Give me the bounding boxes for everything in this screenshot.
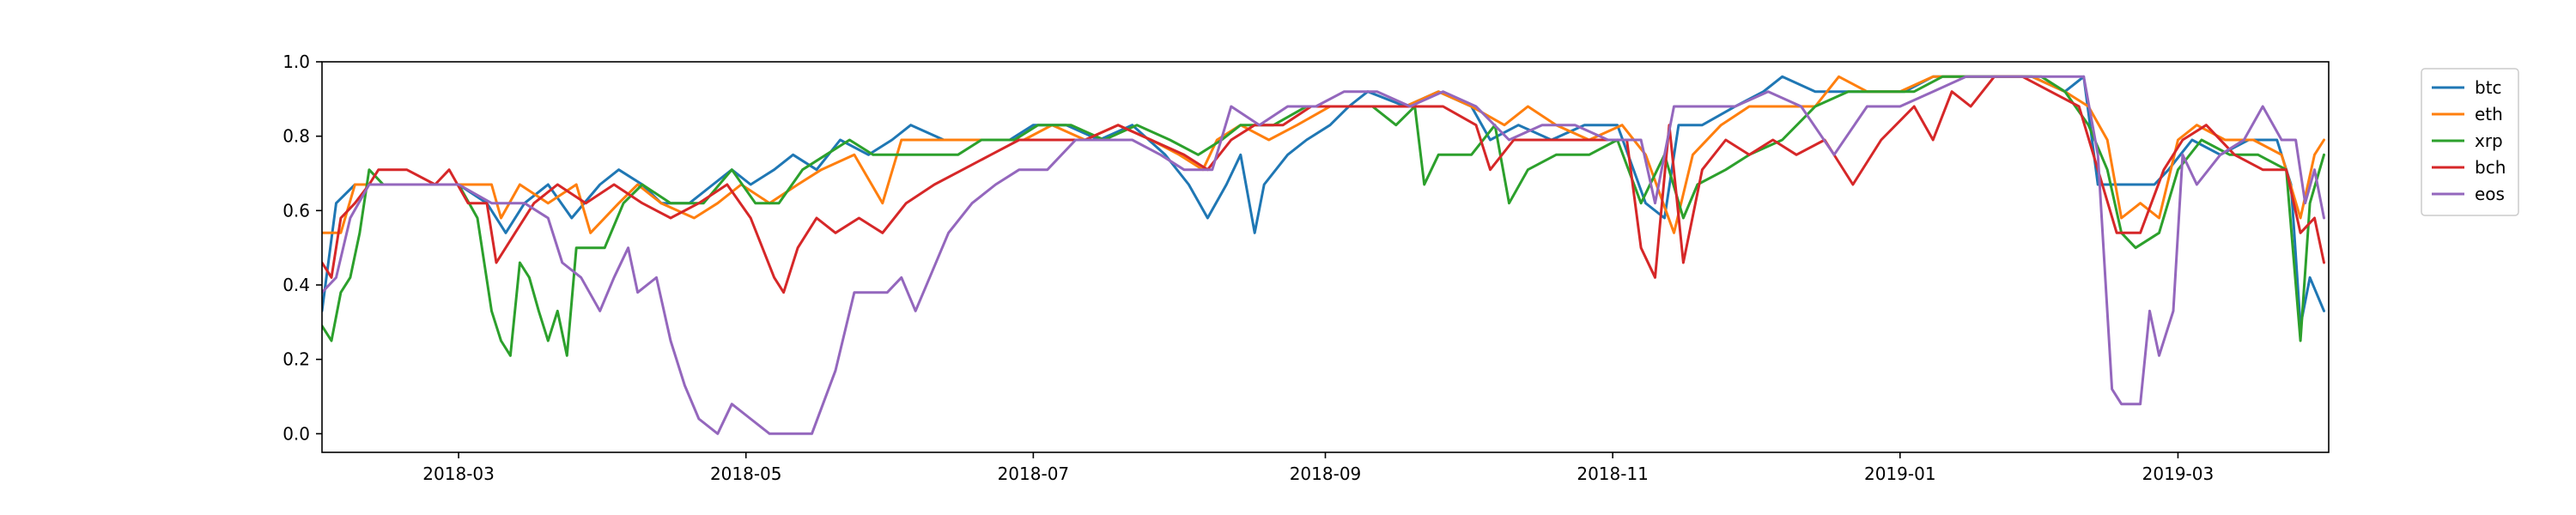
x-tick-label: 2018-09 xyxy=(1290,464,1362,484)
y-tick-label: 0.8 xyxy=(283,126,310,147)
legend-label-bch: bch xyxy=(2475,157,2506,178)
x-tick-label: 2018-05 xyxy=(710,464,782,484)
x-tick-label: 2019-03 xyxy=(2142,464,2215,484)
legend-label-xrp: xrp xyxy=(2475,130,2503,151)
x-tick-label: 2018-11 xyxy=(1577,464,1649,484)
y-tick-label: 0.6 xyxy=(283,200,310,221)
legend-label-eth: eth xyxy=(2475,104,2503,124)
y-tick-label: 0.0 xyxy=(283,423,310,444)
y-axis: 0.0 0.2 0.4 0.6 0.8 1.0 xyxy=(283,52,322,444)
series-layer xyxy=(322,75,2325,435)
legend-label-eos: eos xyxy=(2475,184,2505,204)
x-tick-label: 2018-03 xyxy=(422,464,495,484)
y-tick-label: 0.2 xyxy=(283,349,310,370)
x-axis: 2018-03 2018-05 2018-07 2018-09 2018-11 2019-… xyxy=(422,452,2214,484)
x-tick-label: 2019-01 xyxy=(1864,464,1936,484)
series-line-eos xyxy=(322,75,2325,435)
y-tick-label: 1.0 xyxy=(283,52,310,72)
y-tick-label: 0.4 xyxy=(283,275,310,295)
x-tick-label: 2018-07 xyxy=(998,464,1070,484)
legend-label-btc: btc xyxy=(2475,77,2502,98)
legend-frame xyxy=(2421,68,2519,216)
legend: btc eth xrp bch eos xyxy=(2421,68,2519,216)
